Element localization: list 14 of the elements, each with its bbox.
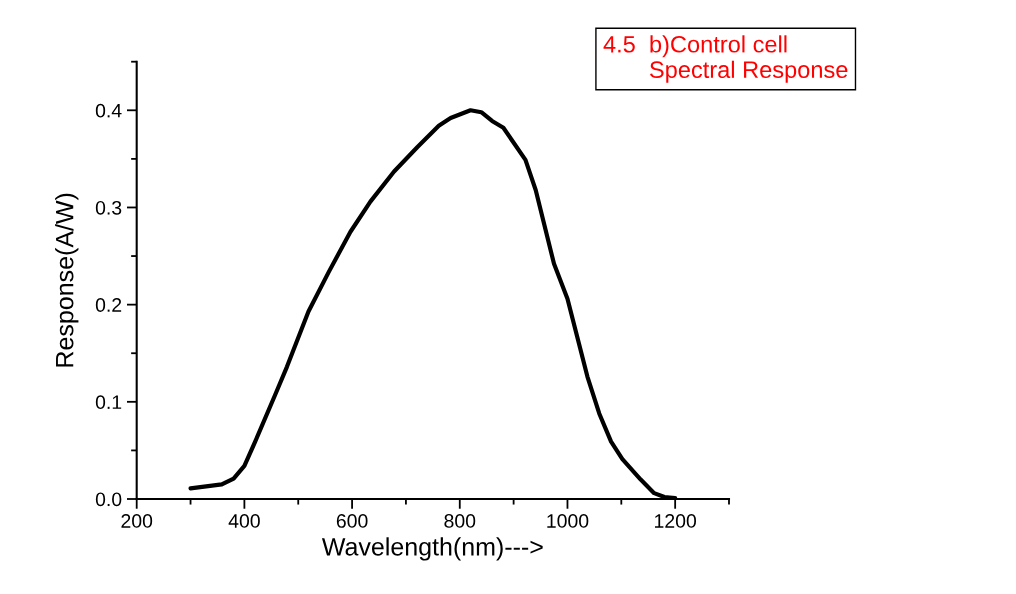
chart-title: 4.5 b)Control cell Spectral Response (603, 35, 848, 83)
x-tick-label: 600 (336, 514, 368, 528)
y-tick-label: 0.1 (95, 395, 122, 410)
y-tick-label: 0.0 (95, 492, 122, 507)
x-tick-label: 1000 (547, 514, 589, 528)
x-tick-label: 400 (228, 514, 260, 528)
x-tick-label: 800 (444, 514, 476, 528)
x-axis-title: Wavelength(nm)---> (321, 537, 543, 561)
y-tick-label: 0.3 (95, 200, 122, 215)
x-tick-label: 200 (121, 514, 153, 528)
y-tick-label: 0.2 (95, 298, 122, 312)
x-tick-label: 1200 (655, 514, 697, 528)
y-axis-title: Response(A/W) (55, 193, 79, 367)
y-tick-label: 0.4 (95, 103, 122, 118)
